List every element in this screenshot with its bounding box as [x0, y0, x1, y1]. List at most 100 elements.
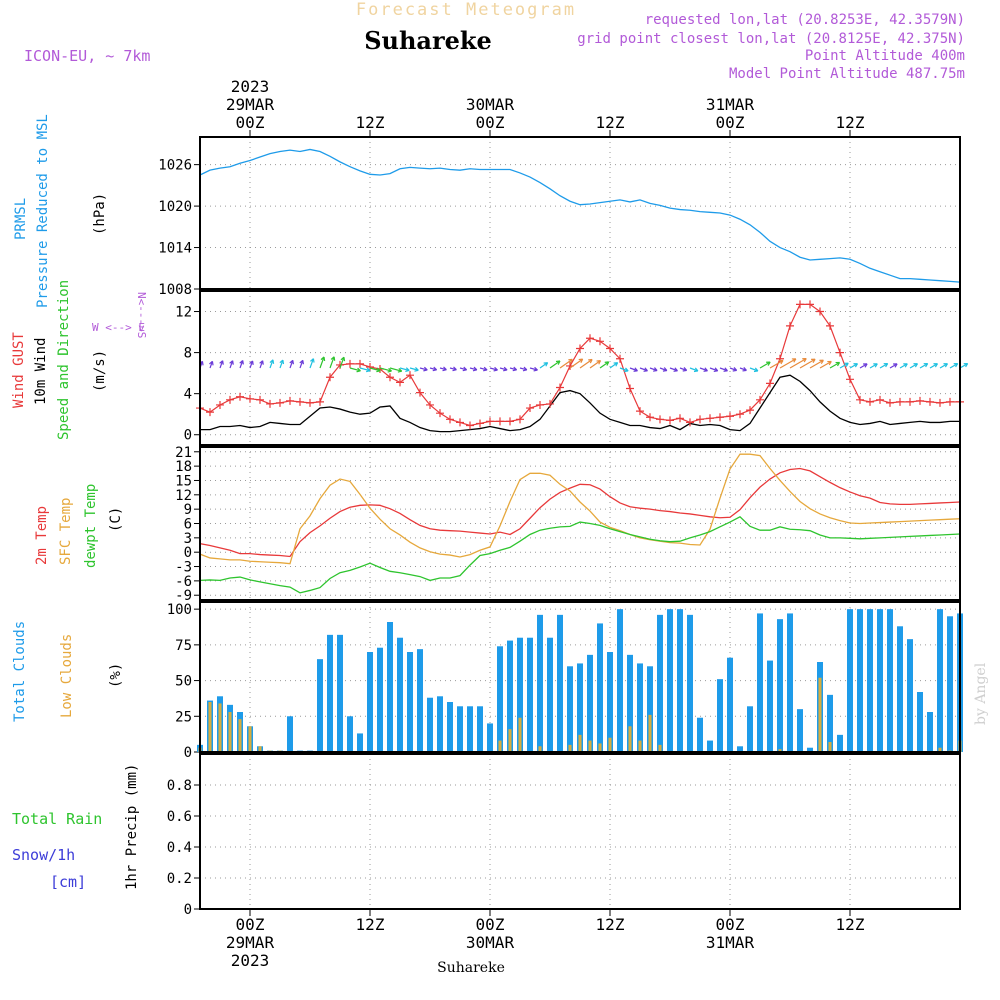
wind-arrow [279, 359, 285, 369]
gust-marker [426, 400, 434, 409]
gust-marker [896, 397, 904, 406]
total-clouds-label: Total Clouds [12, 621, 28, 722]
low-cloud-bar [578, 734, 582, 752]
wind-arrow-head [802, 358, 807, 363]
low-cloud-bar [228, 712, 232, 752]
total-cloud-bar [947, 616, 953, 752]
gust-marker [586, 334, 594, 343]
low-cloud-bar [938, 747, 942, 752]
wind-arrow-head [462, 366, 468, 372]
wind-arrow-head [693, 367, 699, 373]
pressure-unit: (hPa) [92, 193, 108, 235]
total-cloud-bar [587, 654, 593, 752]
wind-arrow-head [340, 356, 346, 362]
time-label-bottom: 12Z [836, 915, 865, 934]
wind-arrow-head [472, 366, 478, 372]
wind-arrow [459, 366, 468, 372]
wind-arrow [489, 366, 498, 372]
total-cloud-bar [467, 706, 473, 752]
snow-unit-label: [cm] [50, 873, 86, 891]
wind-arrow-shaft [939, 363, 948, 369]
wind-unit: (m/s) [92, 350, 108, 392]
wind-arrow [629, 367, 638, 372]
y-tick-label: 0 [184, 745, 192, 761]
wind-arrow-head [568, 358, 573, 364]
wind-arrow-head [933, 363, 938, 368]
low-cloud-bar [828, 742, 832, 752]
gust-marker [446, 415, 454, 424]
wind-arrow-head [366, 367, 371, 373]
wind-arrow-shaft [769, 359, 784, 369]
y-tick-label: 21 [175, 445, 192, 461]
wind-arrow-shaft [269, 359, 274, 369]
time-label-top: 12Z [836, 113, 865, 132]
gust-marker [756, 395, 764, 404]
gust-marker [556, 383, 564, 392]
total-cloud-bar [847, 609, 853, 752]
wind-arrow [419, 366, 428, 372]
wind-arrow-shaft [249, 360, 254, 369]
location-title: Suhareke [364, 26, 492, 55]
wind-arrow-head [555, 360, 561, 365]
wind-arrow-head [893, 363, 898, 368]
wind-arrow [569, 358, 584, 369]
gust-marker [206, 408, 214, 417]
wind-arrow-head [827, 360, 832, 366]
gust-marker [516, 415, 524, 424]
y-tick-label: 25 [175, 709, 192, 725]
time-label-top: 00Z [716, 113, 745, 132]
wind-arrow [259, 360, 264, 369]
gust-marker [636, 407, 644, 416]
precip-unit: 1hr Precip (mm) [124, 764, 140, 890]
wind-arrow-head [376, 367, 381, 373]
wind-arrow-head [943, 363, 948, 368]
wind-arrow-head [387, 367, 392, 373]
total-cloud-bar [447, 702, 453, 752]
wind-arrow-head [269, 359, 275, 364]
y-tick-label: 12 [175, 305, 192, 321]
wind-arrow-shaft [899, 363, 908, 369]
y-tick-label: -9 [175, 588, 192, 604]
low-clouds-label: Low Clouds [59, 634, 75, 718]
wind-arrow-shaft [239, 360, 244, 369]
wind-arrow-head [493, 366, 498, 372]
total-cloud-bar [937, 609, 943, 752]
wind-arrow-shaft [959, 363, 968, 369]
gust-marker [356, 359, 364, 368]
wind-arrow [339, 356, 346, 369]
gust-marker [746, 406, 754, 415]
wind-arrow [449, 366, 457, 372]
total-cloud-bar [457, 706, 463, 752]
wind-arrow-head [512, 366, 518, 372]
gust-marker [416, 388, 424, 397]
wind-arrow-shaft [339, 356, 345, 369]
wind-arrow-head [397, 367, 403, 373]
wind-arrow-shaft [609, 362, 618, 369]
wind-arrow-shaft [669, 367, 678, 372]
total-cloud-bar [317, 659, 323, 752]
total-cloud-bar [557, 614, 563, 752]
wind-arrow [849, 363, 858, 369]
gust-marker [616, 354, 624, 363]
wind-arrow-shaft [489, 367, 498, 371]
wind-arrow [939, 363, 948, 369]
wind-arrow [219, 360, 224, 369]
low-cloud-bar [238, 719, 242, 752]
wind-arrow [399, 367, 410, 372]
clouds-unit: (%) [108, 663, 124, 688]
total-cloud-bar [517, 637, 523, 752]
wind-arrow [299, 359, 304, 369]
gust-marker [906, 397, 914, 406]
wind-arrow-shaft [589, 360, 601, 369]
wind-arrow [809, 359, 824, 369]
pressure-labels: PRMSL Pressure Reduced to MSL (hPa) [13, 114, 108, 308]
gust-marker [216, 400, 224, 409]
total-cloud-bar [497, 646, 503, 752]
wind-arrow-head [310, 358, 315, 363]
wind-arrow-head [229, 360, 234, 365]
wind-arrow-head [883, 362, 889, 368]
time-label-bottom: 12Z [596, 915, 625, 934]
gust-marker [676, 414, 684, 423]
gust-marker [836, 348, 844, 357]
total-cloud-bar [737, 746, 743, 752]
